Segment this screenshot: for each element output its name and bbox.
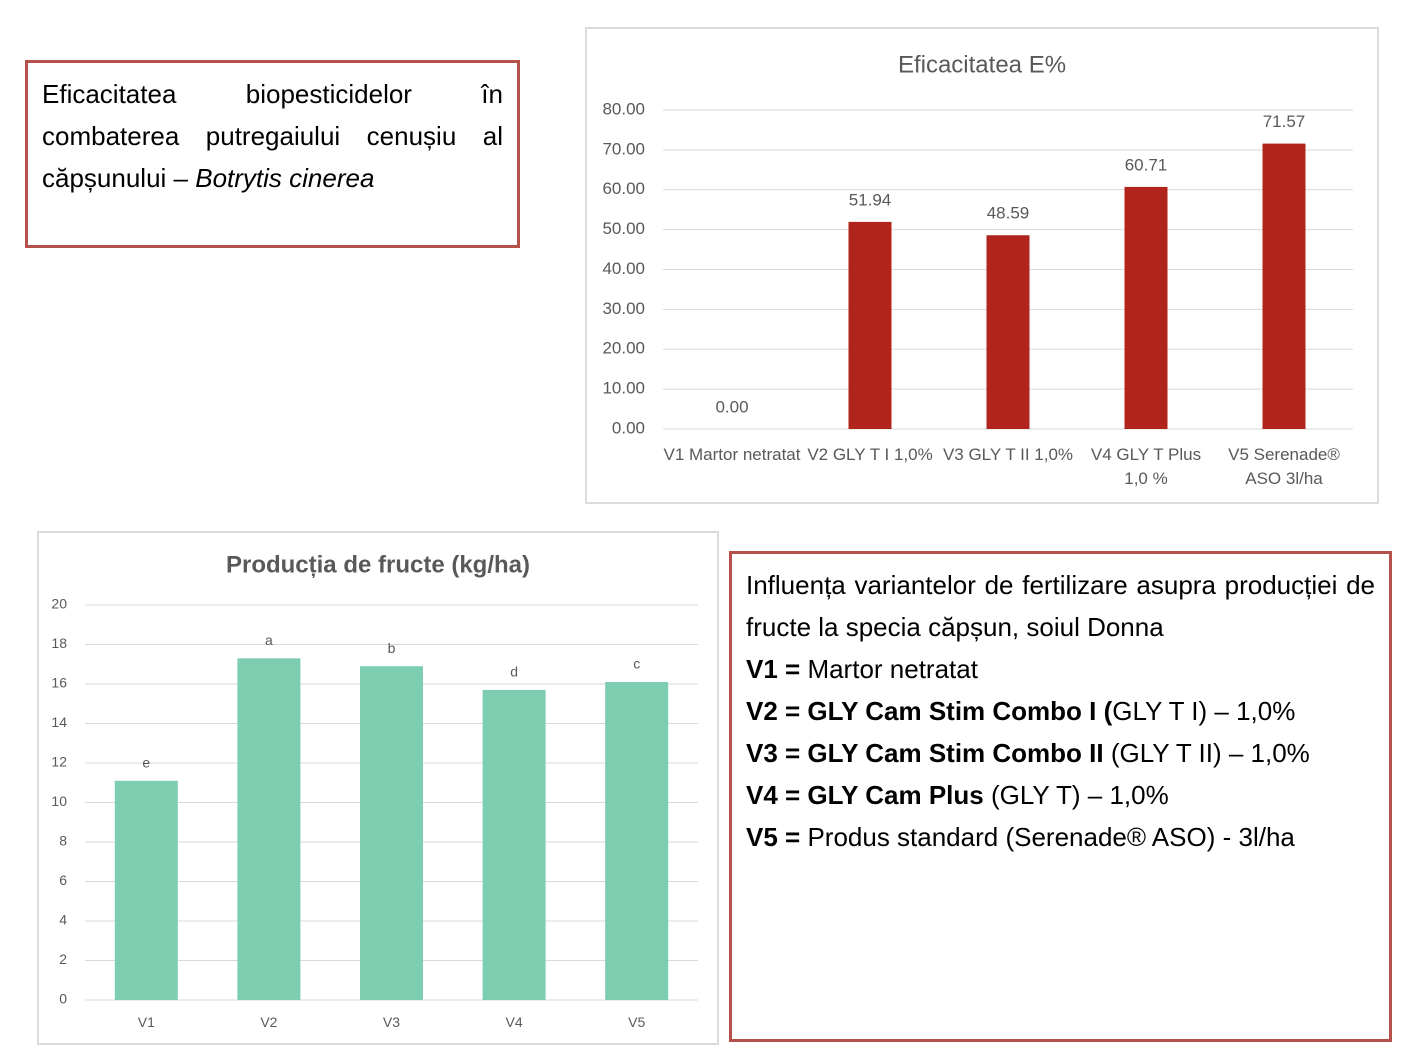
item-key: V2 = GLY Cam Stim Combo I (: [746, 696, 1113, 726]
legend-item: V1 = Martor netratat: [746, 648, 1375, 690]
bar: [237, 658, 301, 1000]
x-tick-label: V2: [260, 1014, 278, 1030]
legend-item: V5 = Produs standard (Serenade® ASO) - 3…: [746, 816, 1375, 858]
x-tick-label: V3: [382, 1014, 401, 1030]
y-tick-label: 30.00: [602, 299, 645, 318]
bar: [1124, 186, 1168, 429]
bar-annotation: d: [510, 664, 518, 680]
item-key: V5 =: [746, 822, 808, 852]
y-tick-label: 12: [51, 754, 67, 770]
y-tick-label: 20.00: [602, 339, 645, 358]
chart-title: Producția de fructe (kg/ha): [226, 551, 530, 578]
bar: [114, 780, 178, 1000]
value-label: 71.57: [1263, 112, 1306, 131]
bar: [360, 666, 423, 1000]
x-tick-label: V5: [628, 1014, 646, 1030]
item-key: V4 = GLY Cam Plus: [746, 780, 984, 810]
y-tick-label: 16: [51, 675, 67, 691]
item-text: (GLY T II) – 1,0%: [1103, 738, 1310, 768]
item-key: V3 = GLY Cam Stim Combo II: [746, 738, 1104, 768]
item-text: GLY T I) – 1,0%: [1112, 696, 1296, 726]
y-tick-label: 40.00: [602, 259, 645, 278]
chart-title: Eficacitatea E%: [898, 51, 1066, 78]
item-key: V1 =: [746, 654, 808, 684]
bar: [605, 682, 669, 1000]
value-label: 48.59: [987, 204, 1030, 223]
y-tick-label: 4: [59, 912, 67, 928]
chart-frame: [585, 27, 1379, 504]
intro: Influența variantelor de fertilizare asu…: [746, 570, 1375, 642]
y-tick-label: 20: [51, 596, 67, 612]
x-tick-label: V1: [137, 1014, 155, 1030]
y-tick-label: 70.00: [602, 139, 645, 158]
text-box: Influența variantelor de fertilizare asu…: [729, 551, 1392, 1042]
x-tick-label: V1 Martor netratat: [663, 445, 801, 464]
y-tick-label: 0.00: [612, 418, 645, 437]
y-tick-label: 80.00: [602, 99, 645, 118]
y-tick-label: 6: [59, 872, 67, 888]
bar-annotation: a: [265, 632, 273, 648]
value-label: 0.00: [715, 397, 748, 416]
y-tick-label: 50.00: [602, 219, 645, 238]
bar-annotation: c: [633, 656, 640, 672]
y-tick-label: 0: [59, 991, 67, 1007]
y-tick-label: 10: [51, 793, 67, 809]
legend-item: V3 = GLY Cam Stim Combo II (GLY T II) – …: [746, 732, 1375, 774]
bar: [482, 689, 546, 1000]
item-text: (GLY T) – 1,0%: [983, 780, 1169, 810]
bar: [848, 221, 892, 429]
y-tick-label: 18: [51, 635, 67, 651]
x-tick-label: V4 GLY T Plus 1,0 %: [1090, 445, 1202, 488]
text: Eficacitatea biopesticidelor în combater…: [42, 79, 503, 193]
legend-item: V2 = GLY Cam Stim Combo I (GLY T I) – 1,…: [746, 690, 1375, 732]
bar: [986, 235, 1030, 429]
legend-item: V4 = GLY Cam Plus (GLY T) – 1,0%: [746, 774, 1375, 816]
x-tick-label: V4: [505, 1014, 523, 1030]
bar-annotation: b: [388, 640, 396, 656]
y-tick-label: 8: [59, 833, 67, 849]
value-label: 51.94: [849, 190, 892, 209]
item-text: Martor netratat: [807, 654, 978, 684]
x-tick-label: V5 Serenade® ASO 3l/ha: [1228, 445, 1340, 488]
y-tick-label: 14: [51, 714, 67, 730]
text-box: Eficacitatea biopesticidelor în combater…: [25, 60, 520, 248]
y-tick-label: 2: [59, 951, 67, 967]
bar-annotation: e: [142, 754, 150, 770]
x-tick-label: V2 GLY T I 1,0%: [807, 445, 933, 464]
value-label: 60.71: [1125, 155, 1168, 174]
y-tick-label: 10.00: [602, 379, 645, 398]
item-text: Produs standard (Serenade® ASO) - 3l/ha: [807, 822, 1295, 852]
x-tick-label: V3 GLY T II 1,0%: [942, 445, 1074, 464]
y-tick-label: 60.00: [602, 179, 645, 198]
bar: [1262, 143, 1306, 429]
species-name: Botrytis cinerea: [195, 163, 375, 193]
